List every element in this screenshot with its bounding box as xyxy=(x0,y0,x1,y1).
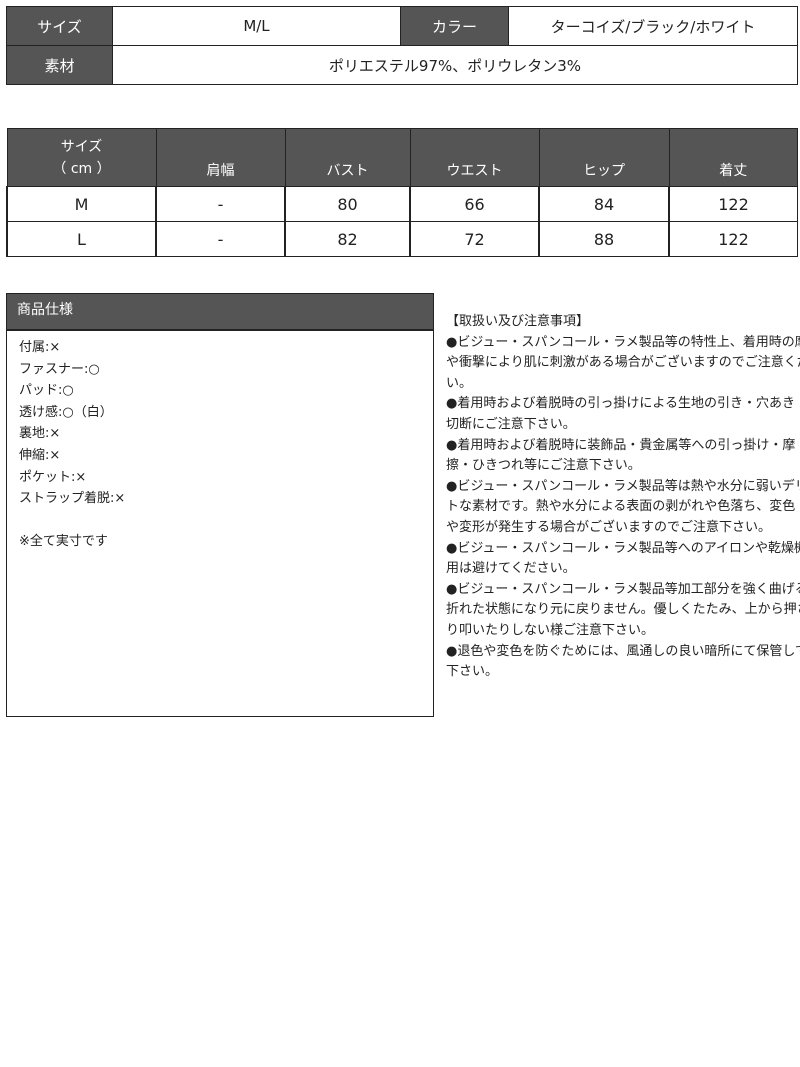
notes-line: トな素材です。熱や水分による表面の剥がれや色落ち、変色 xyxy=(446,499,796,515)
notes-line: ●着用時および着脱時の引っ掛けによる生地の引き・穴あき・ xyxy=(446,396,800,412)
cell: 80 xyxy=(284,186,411,222)
table-row: M - 80 66 84 122 xyxy=(6,186,798,222)
cell: 122 xyxy=(668,221,798,257)
spec-title: 商品仕様 xyxy=(7,294,433,331)
cell: 82 xyxy=(284,221,411,257)
care-notes: 【取扱い及び注意事項】 ●ビジュー・スパンコール・ラメ製品等の特性上、着用時の摩擦… xyxy=(446,312,800,683)
header-shoulder: 肩幅 xyxy=(155,128,286,187)
spec-item: ポケット:× xyxy=(19,469,87,485)
spec-item: 透け感:○（白） xyxy=(19,404,113,420)
cell: 88 xyxy=(538,221,670,257)
cell: L xyxy=(6,221,157,257)
spec-item: ※全て実寸です xyxy=(19,534,108,550)
notes-line: ●ビジュー・スパンコール・ラメ製品等加工部分を強く曲げると xyxy=(446,581,800,597)
notes-line: ●着用時および着脱時に装飾品・貴金属等への引っ掛け・摩 xyxy=(446,437,796,453)
cell: 122 xyxy=(668,186,798,222)
spec-item: 付属:× xyxy=(19,340,61,355)
notes-line: ●ビジュー・スパンコール・ラメ製品等へのアイロンや乾燥機の使 xyxy=(446,540,800,556)
material-label: 素材 xyxy=(6,45,113,85)
notes-line: や衝撃により肌に刺激がある場合がございますのでご注意くださ xyxy=(446,355,800,371)
notes-line: や変形が発生する場合がございますのでご注意下さい。 xyxy=(446,519,772,535)
header-length: 着丈 xyxy=(668,128,798,187)
header-hip: ヒップ xyxy=(538,128,670,187)
cell: - xyxy=(155,221,286,257)
header-size-label: サイズ xyxy=(60,138,103,155)
header-size: サイズ （ cm ） xyxy=(6,128,157,187)
info-row-material: 素材 ポリエステル97%、ポリウレタン3% xyxy=(6,45,798,85)
spec-item: ファスナー:○ xyxy=(19,361,100,377)
header-size-unit: （ cm ） xyxy=(52,160,111,177)
size-chart-table: サイズ （ cm ） 肩幅 バスト ウエスト ヒップ 着丈 M - 80 66 8… xyxy=(6,128,798,257)
material-value: ポリエステル97%、ポリウレタン3% xyxy=(112,45,798,85)
header-bust: バスト xyxy=(284,128,411,187)
notes-line: い。 xyxy=(446,375,473,391)
notes-line: 擦・ひきつれ等にご注意下さい。 xyxy=(446,458,641,474)
spec-item xyxy=(19,510,433,532)
notes-line: 下さい。 xyxy=(446,664,499,680)
color-label: カラー xyxy=(400,6,509,46)
header-waist: ウエスト xyxy=(409,128,540,187)
spec-item: 伸縮:× xyxy=(19,447,61,463)
cell: 84 xyxy=(538,186,670,222)
notes-line: ●ビジュー・スパンコール・ラメ製品等は熱や水分に弱いデリケー xyxy=(446,478,800,494)
info-row-size-color: サイズ M/L カラー ターコイズ/ブラック/ホワイト xyxy=(6,6,798,46)
spec-item: パッド:○ xyxy=(19,383,74,399)
notes-line: り叩いたりしない様ご注意下さい。 xyxy=(446,622,655,638)
product-spec-box: 商品仕様 付属:× ファスナー:○ パッド:○ 透け感:○（白） 裏地:× 伸縮:× ポケッ… xyxy=(6,293,434,717)
cell: 66 xyxy=(409,186,540,222)
cell: 72 xyxy=(409,221,540,257)
size-chart-header: サイズ （ cm ） 肩幅 バスト ウエスト ヒップ 着丈 xyxy=(6,128,798,187)
notes-line: ●ビジュー・スパンコール・ラメ製品等の特性上、着用時の摩擦 xyxy=(446,334,800,350)
color-value: ターコイズ/ブラック/ホワイト xyxy=(508,6,798,46)
cell: M xyxy=(6,186,157,222)
cell: - xyxy=(155,186,286,222)
notes-line: 切断にご注意下さい。 xyxy=(446,416,576,432)
notes-line: ●退色や変色を防ぐためには、風通しの良い暗所にて保管して xyxy=(446,643,800,659)
table-row: L - 82 72 88 122 xyxy=(6,221,798,257)
spec-item: ストラップ着脱:× xyxy=(19,491,126,507)
notes-line: 折れた状態になり元に戻りません。優しくたたみ、上から押さえた xyxy=(446,602,800,618)
spec-list: 付属:× ファスナー:○ パッド:○ 透け感:○（白） 裏地:× 伸縮:× ポケット:× スト… xyxy=(7,331,433,553)
size-label: サイズ xyxy=(6,6,113,46)
product-info-table: サイズ M/L カラー ターコイズ/ブラック/ホワイト 素材 ポリエステル97%… xyxy=(6,6,798,85)
spec-item: 裏地:× xyxy=(19,426,61,442)
size-value: M/L xyxy=(112,6,401,46)
notes-title: 【取扱い及び注意事項】 xyxy=(446,314,590,329)
notes-line: 用は避けてください。 xyxy=(446,561,576,577)
